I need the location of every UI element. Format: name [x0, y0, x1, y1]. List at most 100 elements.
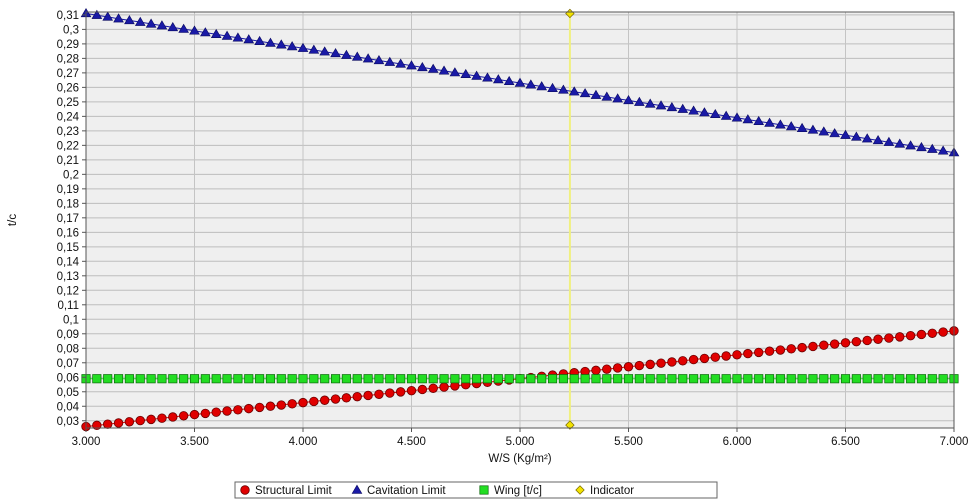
data-point	[265, 374, 275, 384]
data-point	[754, 374, 764, 384]
data-point	[862, 374, 872, 384]
data-point	[145, 18, 157, 28]
data-point	[124, 15, 135, 25]
data-point	[124, 417, 135, 427]
data-point	[492, 74, 504, 84]
data-point	[243, 34, 255, 44]
data-point	[265, 37, 276, 47]
data-point	[493, 374, 503, 384]
data-point	[667, 357, 677, 367]
y-tick-label: 0,23	[57, 126, 79, 138]
data-point	[427, 63, 439, 73]
data-point	[320, 395, 330, 405]
data-point	[308, 44, 320, 54]
data-point	[830, 374, 840, 384]
data-point	[906, 374, 916, 384]
data-point	[689, 374, 699, 384]
data-point	[341, 374, 351, 384]
data-point	[667, 374, 677, 384]
data-point	[678, 374, 688, 384]
y-tick-label: 0,17	[57, 213, 79, 225]
x-tick-label: 5.500	[614, 436, 643, 448]
data-point	[754, 347, 764, 358]
data-point	[537, 374, 547, 384]
data-point	[286, 41, 298, 51]
data-point	[200, 374, 210, 384]
legend: Structural Limit Cavitation Limit Wing [t/…	[234, 481, 718, 499]
data-point	[547, 82, 558, 92]
data-point	[482, 72, 493, 82]
data-point	[373, 55, 385, 65]
data-point	[872, 135, 884, 145]
legend-marker	[575, 485, 585, 495]
data-point	[276, 400, 287, 410]
data-point	[309, 374, 319, 384]
data-point	[157, 413, 167, 423]
data-point	[819, 340, 829, 350]
data-point	[938, 374, 948, 384]
data-point	[591, 365, 601, 376]
data-point	[666, 101, 678, 112]
data-point	[178, 23, 189, 33]
data-point	[895, 374, 905, 384]
y-tick-label: 0,15	[57, 242, 79, 254]
data-point	[916, 329, 927, 340]
x-tick-label: 6.000	[723, 436, 752, 448]
data-point	[438, 65, 450, 75]
data-point	[591, 374, 601, 384]
data-point	[840, 338, 851, 348]
data-point	[720, 110, 732, 120]
data-point	[232, 32, 244, 42]
y-tick-label: 0,13	[57, 271, 79, 283]
data-point	[102, 11, 114, 21]
y-tick-label: 0,03	[57, 416, 79, 428]
series-wing-t-c	[81, 374, 959, 384]
data-point	[189, 409, 200, 420]
data-point	[450, 374, 460, 384]
data-point	[829, 128, 840, 138]
y-tick-label: 0,22	[57, 140, 79, 152]
data-point	[406, 374, 417, 384]
data-point	[189, 25, 200, 35]
data-point	[222, 406, 232, 416]
data-point	[179, 374, 189, 384]
data-point	[927, 328, 938, 338]
data-point	[558, 374, 568, 384]
data-point	[309, 396, 319, 407]
data-point	[926, 143, 938, 153]
data-point	[656, 374, 666, 384]
data-point	[623, 374, 634, 384]
data-point	[91, 9, 103, 19]
data-point	[200, 408, 211, 419]
data-point	[395, 387, 406, 397]
data-point	[156, 20, 168, 30]
data-point	[221, 30, 233, 40]
data-point	[655, 100, 667, 110]
y-tick-label: 0,16	[57, 227, 79, 239]
data-point	[884, 374, 894, 384]
y-tick-label: 0,29	[57, 39, 79, 51]
data-point	[796, 122, 808, 132]
data-point	[743, 374, 753, 384]
data-point	[580, 374, 590, 384]
data-point	[525, 79, 537, 89]
y-tick-label: 0,28	[57, 53, 79, 65]
data-point	[255, 374, 265, 384]
data-point	[883, 136, 895, 146]
data-point	[254, 402, 265, 413]
data-point	[656, 358, 666, 368]
y-axis-title: t/c	[7, 214, 19, 226]
legend-marker	[240, 485, 250, 495]
data-point	[819, 374, 829, 384]
data-point	[233, 374, 243, 384]
data-point	[113, 13, 124, 23]
data-point	[103, 374, 113, 384]
data-point	[775, 345, 786, 355]
data-point	[786, 374, 796, 384]
y-tick-label: 0,3	[63, 24, 79, 36]
x-tick-layer: 3.000 3.500 4.000 4.500 5.000 5.500 6.000 6.500…	[72, 428, 968, 448]
data-point	[514, 77, 526, 87]
data-point	[113, 418, 124, 428]
data-point	[699, 353, 710, 364]
data-point	[298, 374, 308, 384]
